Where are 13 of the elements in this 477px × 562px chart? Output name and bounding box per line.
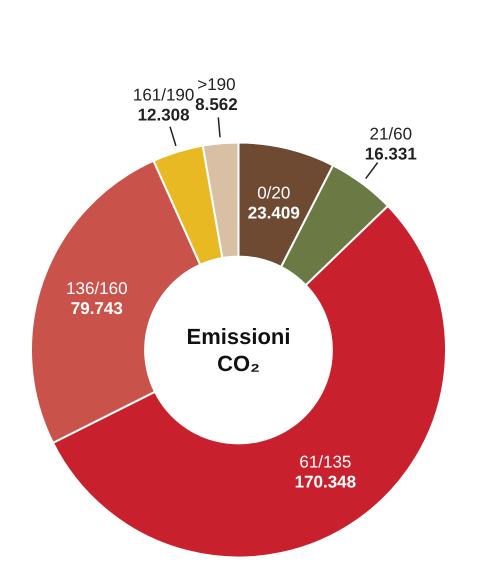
data-label: 8.562 (195, 95, 238, 114)
data-label: 12.308 (138, 105, 190, 124)
data-label: 79.743 (70, 299, 123, 318)
data-label: 16.331 (364, 144, 417, 164)
data-label: 170.348 (294, 472, 356, 492)
slice-label: 161/190 (132, 85, 194, 104)
slice-label: 21/60 (370, 124, 412, 144)
slice-label: >190 (197, 75, 236, 94)
text: Emissioni CO₂ (186, 322, 292, 378)
slice-label: 61/135 (299, 452, 352, 472)
slice-label: 136/160 (66, 279, 128, 298)
slice-label: 0/20 (257, 183, 290, 202)
data-label: 23.409 (248, 203, 300, 222)
